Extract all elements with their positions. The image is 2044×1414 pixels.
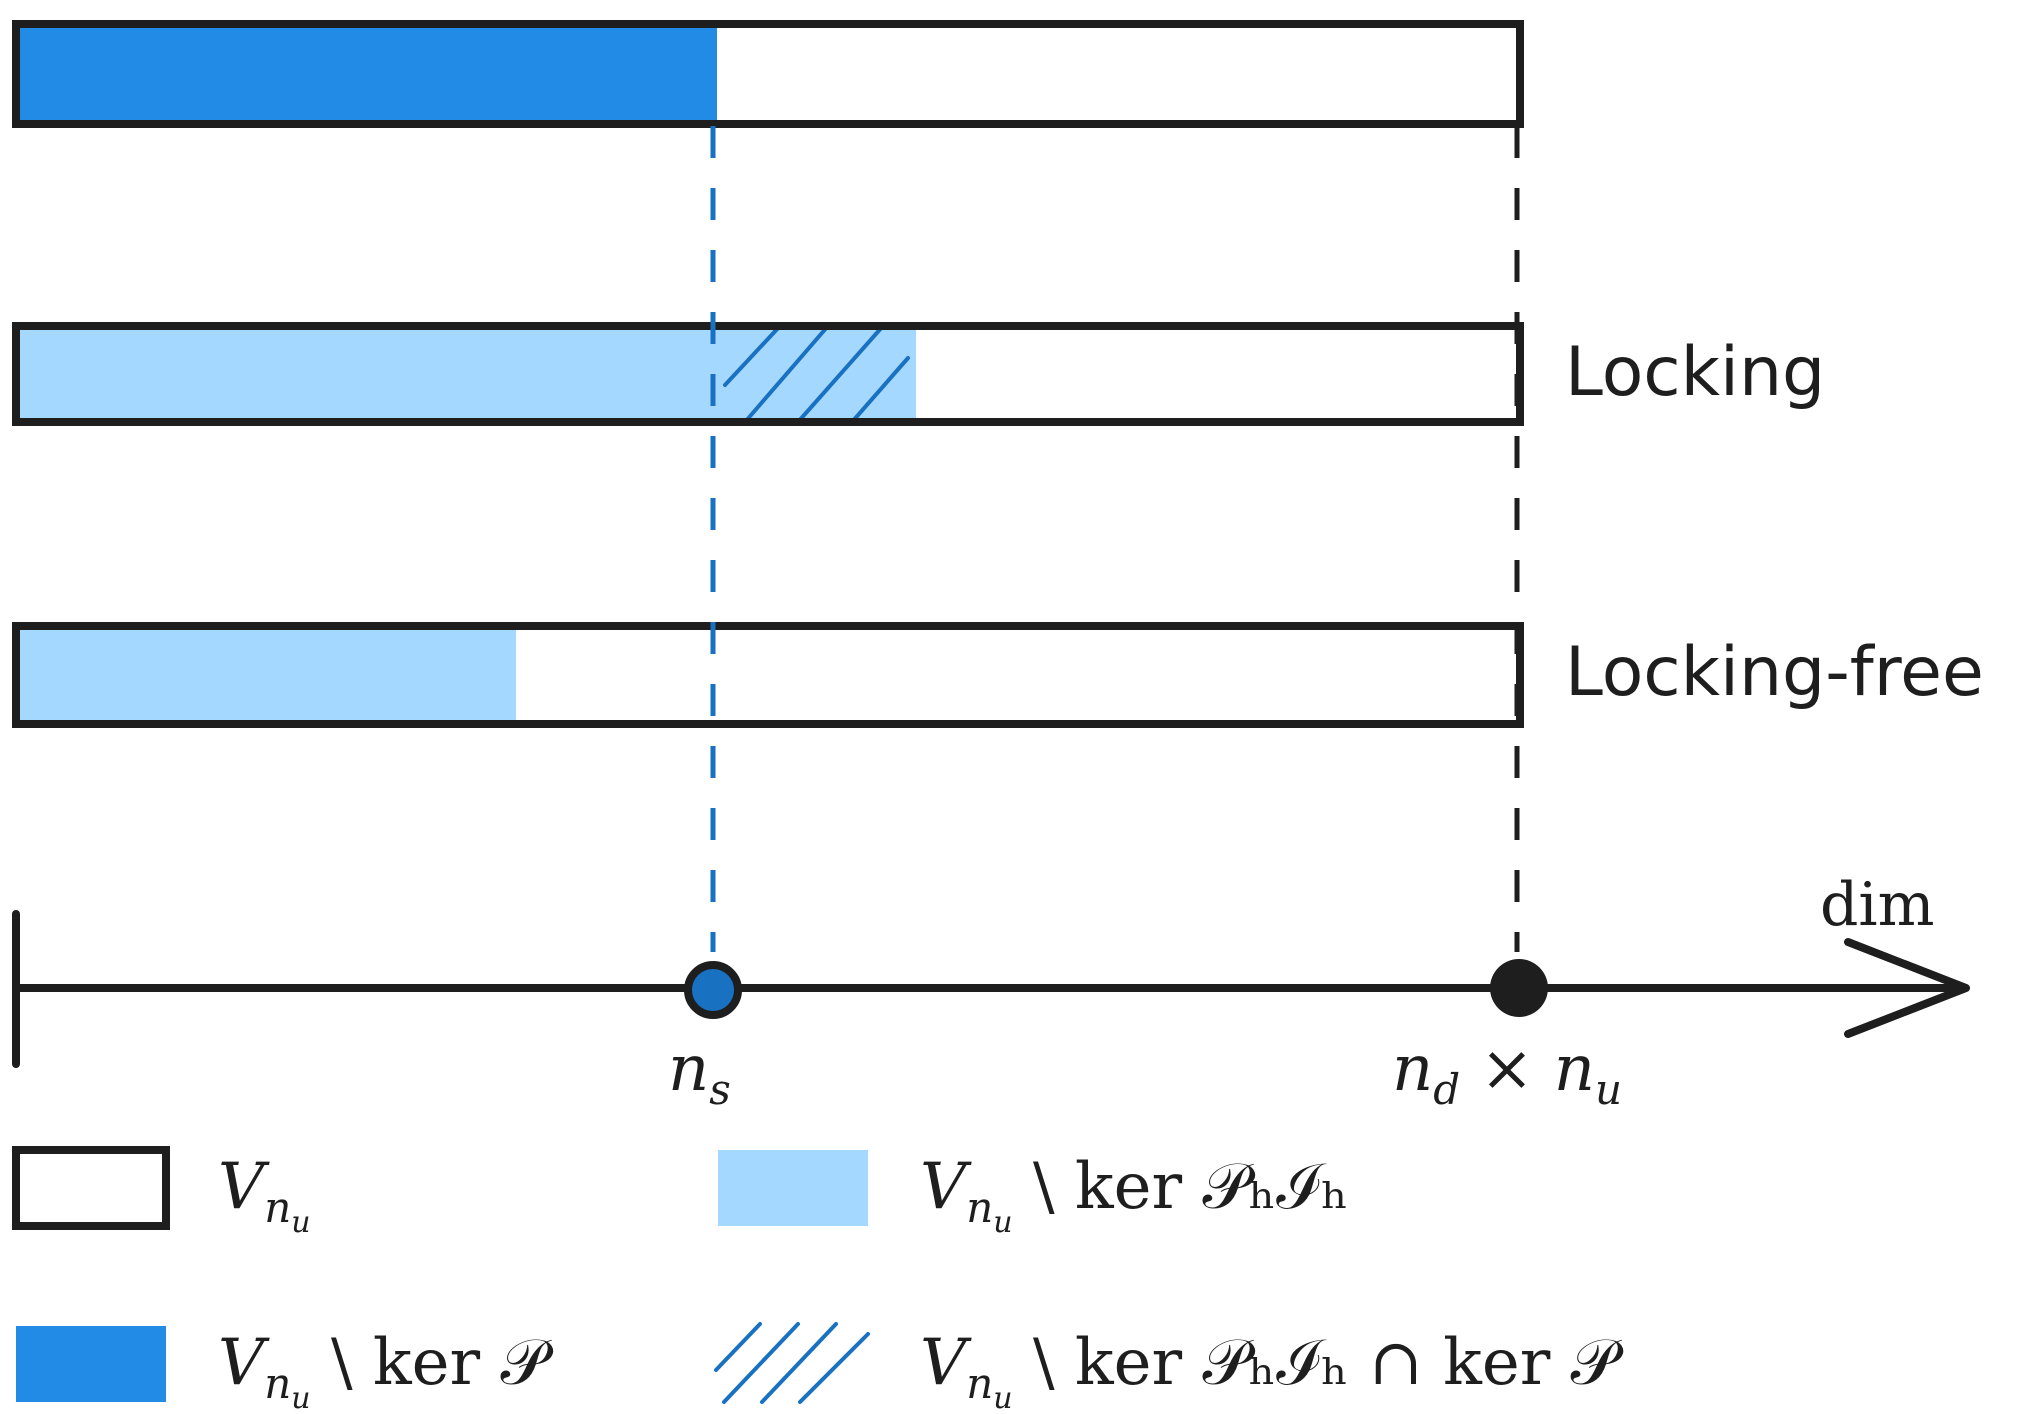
bar-2-fill xyxy=(16,326,916,422)
legend-label-hatched-intersection: Vnu \ ker 𝒫ₕℐₕ ∩ ker 𝒫 xyxy=(920,1326,1624,1414)
legend-label-v-minus-ker-p: Vnu \ ker 𝒫 xyxy=(218,1326,553,1414)
legend-swatch-outline xyxy=(12,1146,170,1230)
bar-1-outline xyxy=(12,20,1524,128)
ns-label: ns xyxy=(668,1032,731,1114)
bar-locking: Locking xyxy=(12,322,1825,426)
axis-label: dim xyxy=(1820,870,1935,940)
legend-label-v-minus-ker-ph-ih: Vnu \ ker 𝒫ₕℐₕ xyxy=(920,1150,1349,1240)
bar-2-outline xyxy=(12,322,1524,426)
bar-2-hatch xyxy=(723,324,910,424)
legend: Vnu Vnu \ ker 𝒫ₕℐₕ Vnu \ ker 𝒫 Vnu \ ker… xyxy=(12,1146,1624,1414)
nd-times-nu-label: nd × nu xyxy=(1392,1032,1622,1114)
bar-2-label: Locking xyxy=(1565,333,1825,412)
legend-swatch-light-blue xyxy=(718,1150,868,1226)
ns-marker xyxy=(684,961,742,1019)
bar-locking-free: Locking-free xyxy=(12,622,1984,728)
legend-swatch-hatch xyxy=(714,1322,870,1404)
axis-arrowhead xyxy=(1844,938,1970,1038)
bar-3-outline xyxy=(12,622,1524,728)
bar-3-fill xyxy=(16,626,516,724)
bar-3-label: Locking-free xyxy=(1565,633,1984,712)
dimension-axis: dim ns nd × nu xyxy=(12,870,1970,1114)
legend-label-v-nu: Vnu xyxy=(218,1150,311,1240)
nd-marker xyxy=(1490,959,1548,1017)
bar-1-fill xyxy=(16,24,717,124)
legend-swatch-dark-blue xyxy=(16,1326,166,1402)
bar-kernel-p xyxy=(12,20,1524,128)
